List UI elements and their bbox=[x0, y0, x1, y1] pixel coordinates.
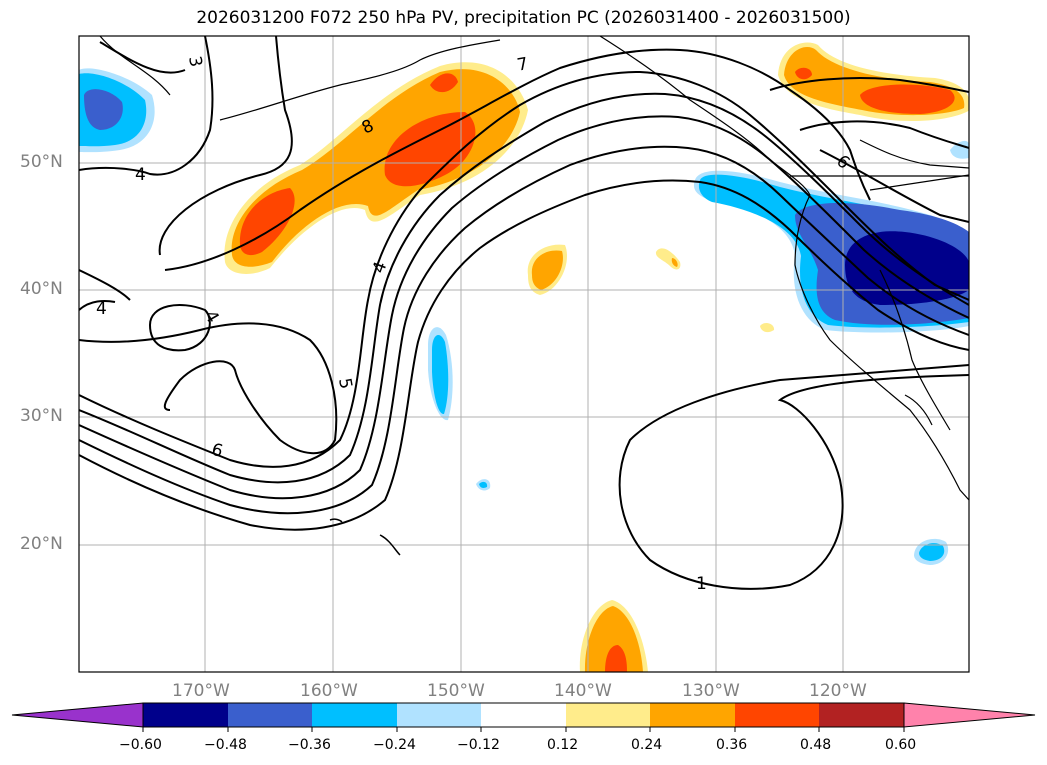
colorbar-tick-label: −0.36 bbox=[288, 737, 331, 753]
precip-positive-region bbox=[671, 258, 678, 267]
precip-negative-region bbox=[432, 335, 449, 415]
precip-positive-region bbox=[795, 67, 812, 80]
contour-label: 4 bbox=[96, 299, 107, 319]
precip-positive-region bbox=[531, 250, 563, 290]
lon-label: 170°W bbox=[172, 681, 230, 701]
colorbar-swatch bbox=[819, 703, 904, 727]
colorbar-swatch bbox=[143, 703, 228, 727]
colorbar-swatch bbox=[566, 703, 650, 727]
pv-contour-line bbox=[79, 36, 214, 176]
precip-positive-region bbox=[860, 84, 955, 114]
pv-contour-line bbox=[79, 269, 131, 301]
pv-contour-line bbox=[158, 36, 293, 256]
contour-label: 4 bbox=[135, 165, 146, 185]
lat-label: 30°N bbox=[20, 406, 63, 426]
precip-positive-region bbox=[605, 645, 627, 672]
pv-contours bbox=[79, 36, 969, 590]
precip-positive-region bbox=[430, 73, 458, 93]
contour-label: 4 bbox=[369, 259, 391, 276]
lon-label: 130°W bbox=[682, 681, 740, 701]
pv-contour-line bbox=[79, 322, 338, 455]
colorbar-swatch bbox=[397, 703, 481, 727]
contour-label: 6 bbox=[832, 151, 853, 173]
colorbar-extend-low bbox=[11, 702, 144, 728]
pv-contour-line bbox=[819, 149, 969, 223]
precip-positive-region bbox=[384, 112, 476, 187]
pv-contour-line bbox=[799, 120, 969, 149]
precip-positive-region bbox=[760, 323, 775, 333]
pv-contour-line bbox=[618, 364, 969, 590]
lon-label: 140°W bbox=[554, 681, 612, 701]
lon-label: 150°W bbox=[427, 681, 485, 701]
lat-label: 40°N bbox=[20, 279, 63, 299]
contour-label: 1 bbox=[696, 574, 707, 594]
map-title: 2026031200 F072 250 hPa PV, precipitatio… bbox=[196, 8, 851, 28]
colorbar-tick-label: 0.60 bbox=[885, 737, 917, 753]
precip-negative-region bbox=[84, 89, 123, 130]
pv-contour-line bbox=[79, 300, 116, 311]
colorbar-tick-label: 0.12 bbox=[547, 737, 579, 753]
pv-contour-line bbox=[769, 77, 969, 93]
colorbar-swatch bbox=[228, 703, 312, 727]
colorbar-tick-label: −0.12 bbox=[457, 737, 500, 753]
pv-contour-line bbox=[148, 304, 211, 352]
precip-positive-region bbox=[584, 606, 643, 672]
colorbar-swatch bbox=[481, 703, 566, 727]
colorbar-swatch bbox=[650, 703, 735, 727]
precip-positive-region bbox=[239, 188, 295, 256]
colorbar-tick-label: −0.60 bbox=[119, 737, 162, 753]
pv-contour-line bbox=[79, 70, 969, 468]
colorbar-tick-label: 0.36 bbox=[716, 737, 748, 753]
colorbar-swatch bbox=[312, 703, 397, 727]
colorbar bbox=[11, 702, 1036, 732]
pv-contour-line bbox=[79, 92, 969, 484]
pv-contour-line bbox=[99, 41, 186, 74]
lon-label: 160°W bbox=[300, 681, 358, 701]
lon-label: 120°W bbox=[809, 681, 867, 701]
graticule bbox=[79, 36, 969, 672]
colorbar-tick-label: −0.24 bbox=[373, 737, 416, 753]
contour-label: 3 bbox=[184, 55, 206, 69]
lat-label: 20°N bbox=[20, 534, 63, 554]
pv-contour-line bbox=[79, 115, 969, 500]
precip-negative-region bbox=[919, 543, 945, 561]
map-frame bbox=[78, 35, 970, 673]
pv-contour-line bbox=[79, 179, 969, 531]
colorbar-swatch bbox=[735, 703, 819, 727]
colorbar-tick-label: 0.24 bbox=[631, 737, 663, 753]
precip-negative-region bbox=[950, 140, 969, 159]
precipitation-shading bbox=[79, 42, 969, 672]
colorbar-tick-label: 0.48 bbox=[800, 737, 832, 753]
contour-label: 5 bbox=[334, 377, 356, 391]
lat-label: 50°N bbox=[20, 152, 63, 172]
colorbar-extend-high bbox=[903, 702, 1036, 728]
contour-label: 6 bbox=[209, 440, 225, 462]
colorbar-tick-label: −0.48 bbox=[204, 737, 247, 753]
precip-negative-region bbox=[479, 481, 488, 488]
contour-label: 7 bbox=[516, 54, 530, 76]
pv-contour-line bbox=[79, 145, 969, 515]
